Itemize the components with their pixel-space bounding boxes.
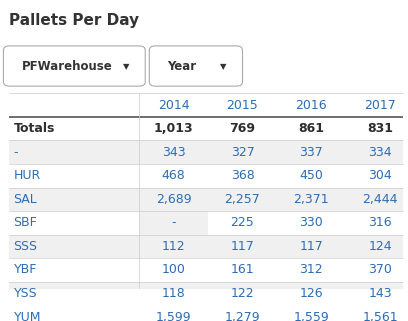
- Text: YSS: YSS: [13, 287, 37, 300]
- Text: 2015: 2015: [226, 99, 258, 112]
- Text: 112: 112: [162, 240, 185, 253]
- Bar: [9, 187, 403, 211]
- Text: SBF: SBF: [13, 216, 37, 230]
- Text: 124: 124: [368, 240, 392, 253]
- Text: 2,257: 2,257: [225, 193, 260, 206]
- Bar: [9, 117, 403, 140]
- Text: SSS: SSS: [13, 240, 38, 253]
- Text: 117: 117: [231, 240, 254, 253]
- Text: HUR: HUR: [13, 169, 41, 182]
- Text: 327: 327: [231, 146, 254, 159]
- Text: 100: 100: [162, 264, 186, 276]
- Text: 468: 468: [162, 169, 186, 182]
- Text: 337: 337: [299, 146, 323, 159]
- Text: 330: 330: [299, 216, 323, 230]
- Text: 1,561: 1,561: [362, 311, 398, 321]
- Text: ▼: ▼: [123, 62, 129, 71]
- Text: YUM: YUM: [13, 311, 41, 321]
- Bar: [139, 211, 208, 235]
- Text: 1,599: 1,599: [156, 311, 191, 321]
- Text: 117: 117: [299, 240, 323, 253]
- Bar: [9, 305, 403, 321]
- Text: 2016: 2016: [295, 99, 327, 112]
- Bar: [9, 235, 403, 258]
- Bar: [9, 282, 403, 305]
- Text: 2,689: 2,689: [156, 193, 191, 206]
- Text: -: -: [13, 146, 18, 159]
- Text: 343: 343: [162, 146, 185, 159]
- Text: 2014: 2014: [158, 99, 189, 112]
- Text: 1,279: 1,279: [225, 311, 260, 321]
- Text: 334: 334: [368, 146, 392, 159]
- FancyBboxPatch shape: [3, 46, 145, 86]
- Bar: [9, 211, 403, 235]
- Text: 370: 370: [368, 264, 392, 276]
- Text: 861: 861: [298, 122, 324, 135]
- FancyBboxPatch shape: [149, 46, 242, 86]
- Text: 316: 316: [368, 216, 392, 230]
- Text: 143: 143: [368, 287, 392, 300]
- Text: 122: 122: [231, 287, 254, 300]
- Text: 2017: 2017: [364, 99, 396, 112]
- Text: SAL: SAL: [13, 193, 37, 206]
- Text: YBF: YBF: [13, 264, 37, 276]
- Text: 312: 312: [299, 264, 323, 276]
- Text: 2,371: 2,371: [294, 193, 329, 206]
- Text: 450: 450: [299, 169, 323, 182]
- Text: Year: Year: [168, 59, 197, 73]
- Text: 118: 118: [162, 287, 186, 300]
- Text: Pallets Per Day: Pallets Per Day: [9, 13, 140, 28]
- Text: 368: 368: [231, 169, 254, 182]
- Text: 2,444: 2,444: [363, 193, 398, 206]
- Text: 831: 831: [367, 122, 393, 135]
- Text: -: -: [171, 216, 176, 230]
- Bar: [9, 164, 403, 187]
- Text: 126: 126: [299, 287, 323, 300]
- Bar: [9, 140, 403, 164]
- Text: 304: 304: [368, 169, 392, 182]
- Text: PFWarehouse: PFWarehouse: [22, 59, 112, 73]
- Text: ▼: ▼: [220, 62, 227, 71]
- Text: 161: 161: [231, 264, 254, 276]
- Text: 225: 225: [231, 216, 254, 230]
- Text: 1,013: 1,013: [154, 122, 193, 135]
- Text: Totals: Totals: [13, 122, 55, 135]
- Bar: [9, 258, 403, 282]
- Text: 1,559: 1,559: [293, 311, 329, 321]
- Text: 769: 769: [229, 122, 255, 135]
